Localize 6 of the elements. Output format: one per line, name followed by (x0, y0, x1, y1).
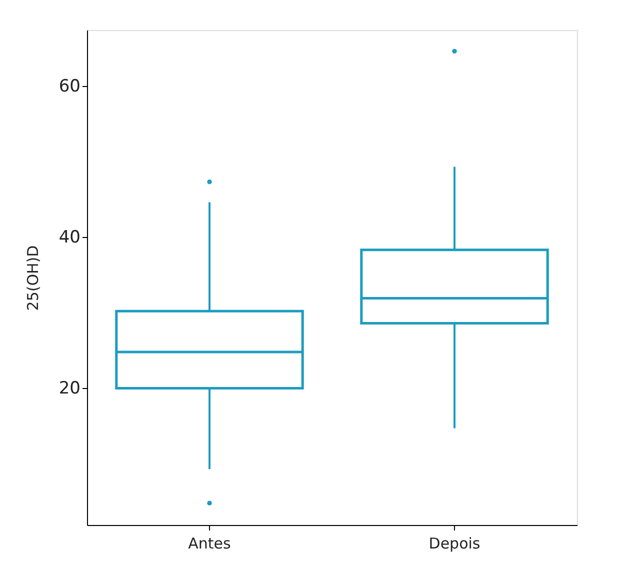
y-axis-title: 25(OH)D (24, 245, 42, 311)
y-tick-label: 20 (58, 378, 80, 399)
y-tick-label: 40 (58, 228, 80, 248)
x-tick-label: Antes (188, 534, 232, 552)
x-tick-label: Depois (428, 534, 480, 552)
y-tick-label: 60 (58, 76, 80, 96)
